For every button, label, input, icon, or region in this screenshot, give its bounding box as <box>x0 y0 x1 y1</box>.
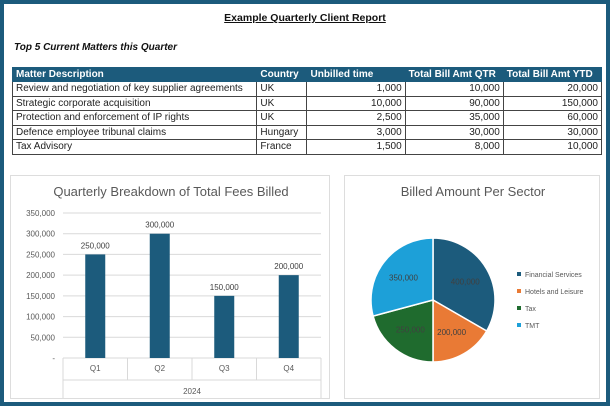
bar-chart: Quarterly Breakdown of Total Fees Billed… <box>10 175 330 399</box>
y-tick-label: 100,000 <box>26 313 55 322</box>
table-cell: 90,000 <box>404 95 504 111</box>
matters-table: Matter Description Country Unbilled time To… <box>11 67 603 155</box>
data-label: 150,000 <box>210 283 239 292</box>
table-cell: 10,000 <box>306 95 406 111</box>
legend-label: Hotels and Leisure <box>525 289 583 296</box>
table-row: Tax Advisory France 1,500 8,000 10,000 <box>11 139 603 155</box>
y-tick-label: 350,000 <box>26 209 55 218</box>
table-cell: 2,500 <box>306 110 406 126</box>
table-cell: UK <box>256 95 308 111</box>
table-cell: 8,000 <box>404 139 504 155</box>
y-tick-label: - <box>52 354 55 363</box>
column-header: Total Bill Amt YTD <box>502 67 603 82</box>
report-sheet: Example Quarterly Client Report Top 5 Cu… <box>4 4 606 402</box>
table-cell: 150,000 <box>502 95 603 111</box>
table-cell: Tax Advisory <box>11 139 258 155</box>
y-tick-label: 50,000 <box>31 333 56 342</box>
x-group-label: 2024 <box>183 387 201 396</box>
table-cell: 10,000 <box>404 81 504 97</box>
table-cell: Defence employee tribunal claims <box>11 124 258 140</box>
table-row: Protection and enforcement of IP rights U… <box>11 110 603 126</box>
data-label: 200,000 <box>274 262 303 271</box>
table-row: Defence employee tribunal claims Hungary 3… <box>11 124 603 140</box>
table-cell: 30,000 <box>502 124 603 140</box>
column-header: Total Bill Amt QTR <box>404 67 504 82</box>
legend-swatch <box>517 306 521 310</box>
x-tick-label: Q2 <box>154 364 165 373</box>
legend-label: TMT <box>525 323 540 330</box>
y-tick-label: 200,000 <box>26 271 55 280</box>
pie-slice-financial-services <box>432 237 496 333</box>
section-subtitle: Top 5 Current Matters this Quarter <box>14 42 177 53</box>
table-header-row: Matter Description Country Unbilled time To… <box>11 67 603 82</box>
x-tick-label: Q4 <box>283 364 294 373</box>
column-header: Unbilled time <box>306 67 406 82</box>
legend-label: Tax <box>525 306 536 313</box>
y-tick-label: 250,000 <box>26 250 55 259</box>
y-tick-label: 300,000 <box>26 230 55 239</box>
data-label: 300,000 <box>145 221 174 230</box>
table-cell: Review and negotiation of key supplier a… <box>11 81 258 97</box>
legend-swatch <box>517 289 521 293</box>
data-label: 250,000 <box>396 326 425 335</box>
legend-swatch <box>517 272 521 276</box>
table-cell: 1,000 <box>306 81 406 97</box>
bar-q1 <box>85 254 106 358</box>
bar-q2 <box>149 233 170 358</box>
pie-slice-tax <box>372 299 434 363</box>
x-tick-label: Q3 <box>219 364 230 373</box>
data-label: 200,000 <box>437 328 466 337</box>
table-cell: UK <box>256 110 308 126</box>
y-tick-label: 150,000 <box>26 292 55 301</box>
table-cell: 30,000 <box>404 124 504 140</box>
column-header: Matter Description <box>11 67 258 82</box>
pie-chart: Billed Amount Per Sector 400,000 Financial… <box>344 175 600 399</box>
table-cell: 1,500 <box>306 139 406 155</box>
pie-slice-tmt <box>370 237 434 317</box>
data-label: 350,000 <box>389 273 418 282</box>
bar-q3 <box>214 295 235 358</box>
column-header: Country <box>256 67 308 82</box>
table-cell: Protection and enforcement of IP rights <box>11 110 258 126</box>
chart-title: Quarterly Breakdown of Total Fees Billed <box>53 184 288 199</box>
table-cell: 20,000 <box>502 81 603 97</box>
bar-q4 <box>278 275 299 358</box>
data-label: 400,000 <box>451 277 480 286</box>
table-cell: 35,000 <box>404 110 504 126</box>
table-cell: UK <box>256 81 308 97</box>
legend-swatch <box>517 323 521 327</box>
table-cell: 3,000 <box>306 124 406 140</box>
table-cell: 10,000 <box>502 139 603 155</box>
chart-title: Billed Amount Per Sector <box>401 184 546 199</box>
report-title: Example Quarterly Client Report <box>224 12 386 24</box>
table-cell: France <box>256 139 308 155</box>
data-label: 250,000 <box>81 241 110 250</box>
table-row: Strategic corporate acquisition UK 10,000 9… <box>11 95 603 111</box>
legend-label: Financial Services <box>525 272 582 279</box>
table-row: Review and negotiation of key supplier a… <box>11 81 603 97</box>
table-cell: 60,000 <box>502 110 603 126</box>
pie-slice-hotels-and-leisure <box>432 298 488 363</box>
table-cell: Hungary <box>256 124 308 140</box>
x-tick-label: Q1 <box>90 364 101 373</box>
table-cell: Strategic corporate acquisition <box>11 95 258 111</box>
